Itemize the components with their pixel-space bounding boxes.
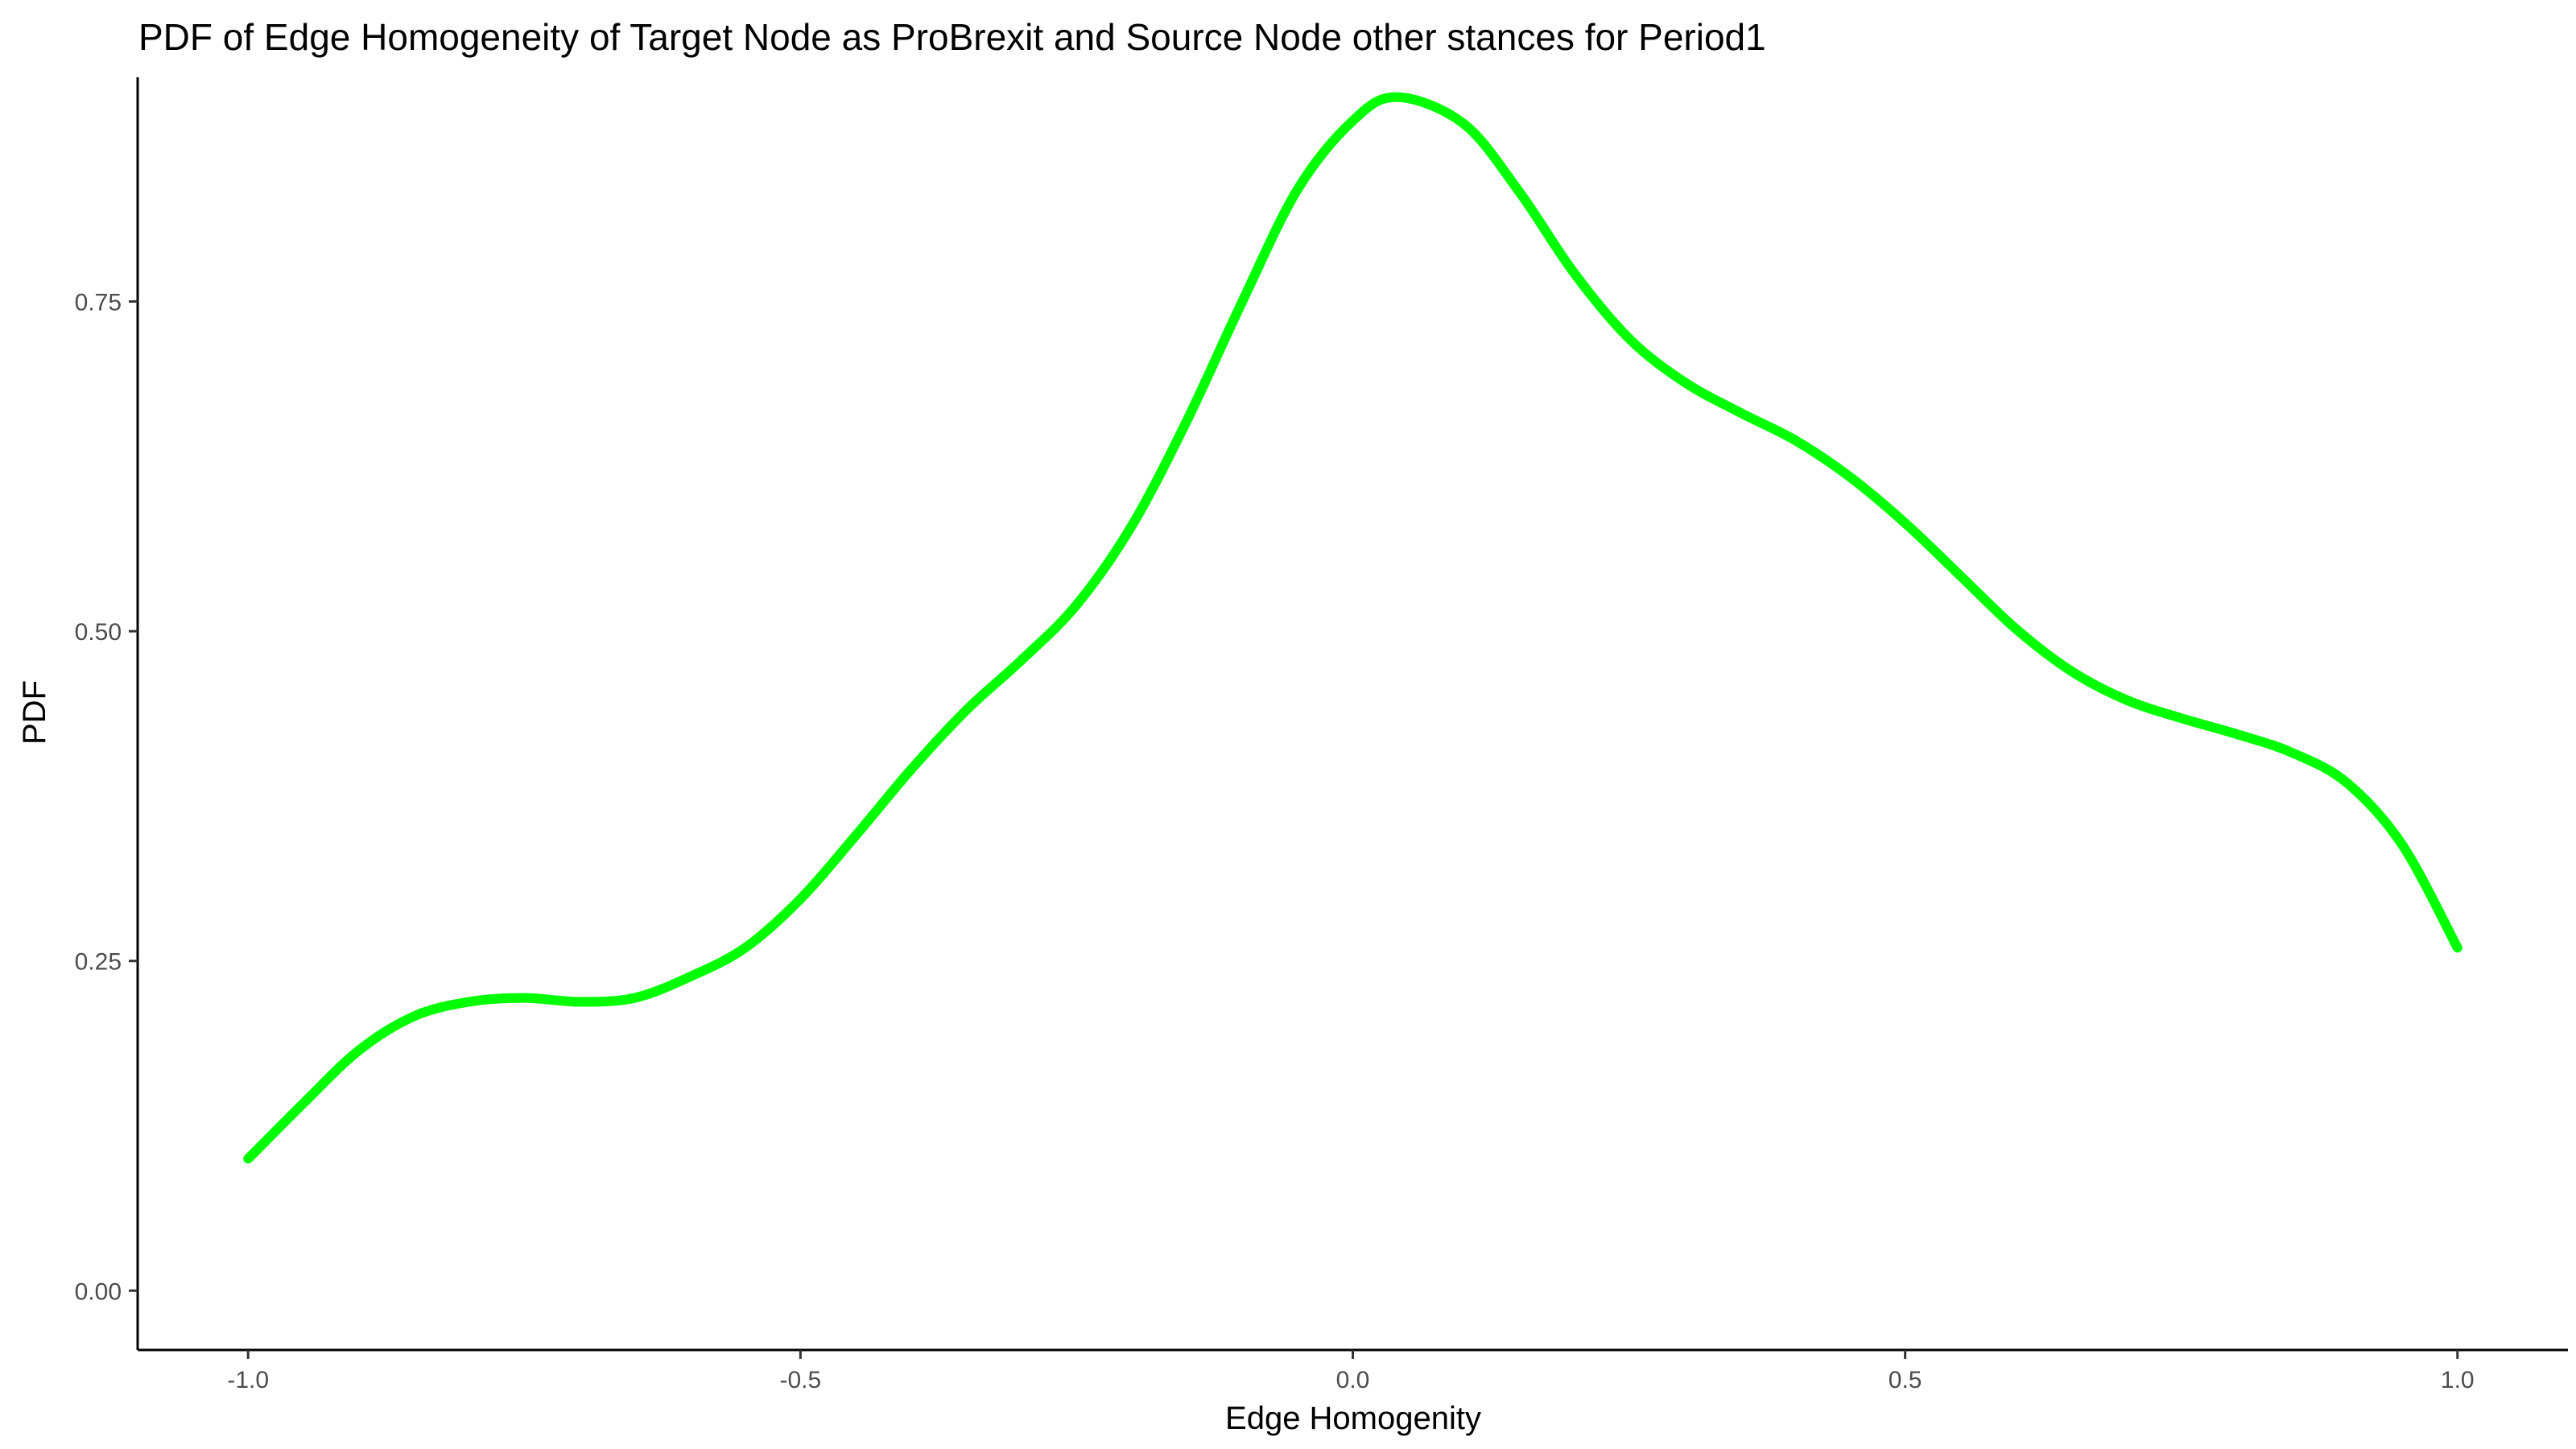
- y-axis-ticks: 0.00 0.25 0.50 0.75: [75, 290, 138, 1305]
- x-tick-label: -0.5: [780, 1367, 822, 1393]
- x-axis-title: Edge Homogenity: [1225, 1401, 1481, 1436]
- chart-title: PDF of Edge Homogeneity of Target Node a…: [138, 16, 1766, 58]
- x-tick-label: 0.0: [1336, 1367, 1370, 1393]
- y-tick-label: 0.00: [75, 1278, 122, 1305]
- y-tick-label: 0.50: [75, 619, 122, 646]
- x-tick-label: -1.0: [227, 1367, 269, 1393]
- y-tick-label: 0.75: [75, 290, 122, 316]
- x-tick-label: 1.0: [2441, 1367, 2475, 1393]
- density-curve: [243, 92, 2462, 1164]
- y-axis-title: PDF: [17, 680, 52, 745]
- x-axis-ticks: -1.0 -0.5 0.0 0.5 1.0: [227, 1350, 2475, 1393]
- x-tick-label: 0.5: [1889, 1367, 1922, 1393]
- y-tick-label: 0.25: [75, 949, 122, 976]
